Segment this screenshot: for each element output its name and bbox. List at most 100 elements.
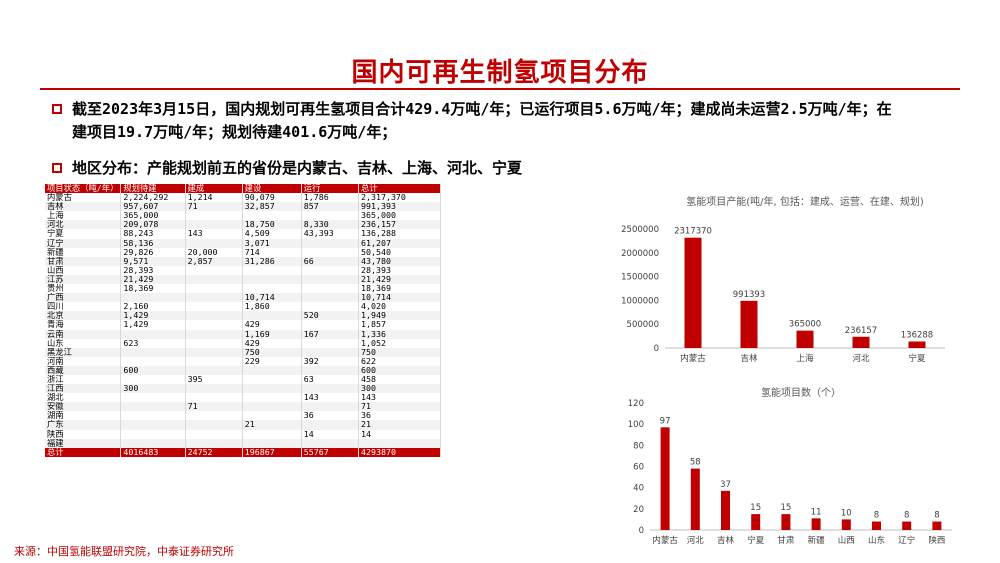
value-cell — [301, 347, 359, 357]
value-cell: 1,429 — [120, 320, 186, 330]
bar — [932, 521, 942, 530]
table-row: 江西 300 300 — [45, 384, 442, 394]
bar-value-label: 15 — [780, 503, 791, 513]
value-cell: 520 — [301, 311, 359, 321]
value-cell: 2,160 — [120, 302, 186, 312]
value-cell — [185, 384, 243, 394]
value-cell — [185, 429, 243, 439]
table-header-cell: 总计 — [358, 184, 442, 194]
province-cell: 吉林 — [45, 202, 122, 212]
value-cell: 458 — [358, 374, 442, 385]
project-count-chart: 氢能项目数（个） 0 20 40 60 80 100 120 97 内蒙古 58 河北 37 吉林 15 宁夏… — [628, 386, 952, 546]
y-tick-label: 2000000 — [621, 249, 659, 259]
bar-value-label: 97 — [660, 416, 671, 426]
bar-value-label: 2317370 — [674, 227, 712, 237]
value-cell: 88,243 — [120, 229, 186, 239]
province-cell: 上海 — [45, 211, 122, 221]
total-cell: 196867 — [242, 447, 302, 457]
province-cell: 江西 — [45, 384, 122, 394]
table-row: 福建 — [45, 438, 442, 448]
value-cell: 18,750 — [242, 220, 302, 230]
value-cell — [242, 211, 302, 221]
table-row: 北京 1,429 520 1,949 — [45, 311, 442, 321]
value-cell — [301, 384, 359, 394]
value-cell: 18,369 — [358, 284, 442, 294]
value-cell: 600 — [358, 365, 442, 375]
value-cell: 29,826 — [120, 247, 186, 257]
value-cell — [120, 374, 186, 385]
value-cell — [185, 293, 243, 303]
province-cell: 新疆 — [45, 247, 122, 257]
value-cell — [120, 402, 186, 412]
table-row: 湖南 36 36 — [45, 411, 442, 421]
province-table: 项目状态（吨/年） 规划待建 建成 建设 运行 总计 内蒙古 2,224,292 1,214 9… — [45, 184, 442, 457]
y-tick-label: 500000 — [627, 320, 659, 330]
table-header-row: 项目状态（吨/年） 规划待建 建成 建设 运行 总计 — [45, 184, 442, 194]
value-cell: 58,136 — [120, 238, 186, 248]
bar — [902, 521, 912, 530]
value-cell — [120, 438, 186, 448]
table-header-cell: 规划待建 — [120, 184, 186, 194]
bar — [690, 468, 700, 530]
value-cell: 71 — [185, 202, 243, 212]
table-row: 河北 209,078 18,750 8,330 236,157 — [45, 220, 442, 230]
value-cell: 14 — [358, 429, 442, 439]
chart-title: 氢能项目数（个） — [761, 386, 841, 399]
value-cell — [185, 220, 243, 230]
value-cell — [185, 347, 243, 357]
value-cell: 50,540 — [358, 247, 442, 257]
value-cell: 36 — [358, 411, 442, 421]
value-cell — [242, 393, 302, 403]
value-cell — [242, 402, 302, 412]
y-tick-label: 1000000 — [621, 296, 659, 306]
bar-value-label: 11 — [811, 507, 822, 517]
bullet-region-text: 地区分布：产能规划前五的省份是内蒙古、吉林、上海、河北、宁夏 — [72, 159, 523, 177]
value-cell — [242, 429, 302, 439]
x-tick-label: 辽宁 — [898, 535, 915, 546]
value-cell: 365,000 — [120, 211, 186, 221]
value-cell — [301, 338, 359, 348]
source-note: 来源：中国氢能联盟研究院，中泰证券研究所 — [14, 545, 234, 558]
value-cell: 2,857 — [185, 256, 243, 266]
bar-value-label: 365000 — [789, 320, 821, 330]
value-cell — [185, 265, 243, 275]
value-cell — [301, 265, 359, 275]
bar — [796, 330, 814, 348]
y-tick-label: 2500000 — [621, 225, 659, 235]
value-cell: 300 — [358, 384, 442, 394]
table-row: 江苏 21,429 21,429 — [45, 274, 442, 285]
value-cell: 63 — [301, 374, 359, 385]
province-cell: 江苏 — [45, 274, 122, 285]
value-cell: 21 — [242, 420, 302, 430]
value-cell: 392 — [301, 356, 359, 366]
y-tick-label: 40 — [633, 484, 644, 494]
value-cell — [120, 347, 186, 357]
bar — [811, 518, 821, 530]
province-cell: 湖南 — [45, 411, 122, 421]
value-cell: 2,224,292 — [120, 193, 186, 203]
value-cell: 3,071 — [242, 238, 302, 248]
value-cell: 18,369 — [120, 284, 186, 294]
bullet-summary-line1: 截至2023年3月15日，国内规划可再生氢项目合计429.4万吨/年；已运行项目… — [72, 100, 892, 118]
table-row: 云南 1,169 167 1,336 — [45, 329, 442, 339]
x-tick-label: 陕西 — [928, 535, 945, 546]
table-row: 西藏 600 600 — [45, 365, 442, 375]
value-cell — [120, 411, 186, 421]
x-tick-label: 宁夏 — [747, 535, 765, 546]
value-cell: 43,393 — [301, 229, 359, 239]
table-row: 青海 1,429 429 1,857 — [45, 320, 442, 330]
value-cell — [358, 438, 442, 448]
value-cell — [301, 247, 359, 257]
value-cell — [301, 438, 359, 448]
total-cell: 4016483 — [120, 447, 186, 457]
value-cell: 1,860 — [242, 302, 302, 312]
value-cell — [301, 274, 359, 285]
value-cell — [242, 274, 302, 285]
value-cell: 429 — [242, 338, 302, 348]
province-cell: 陕西 — [45, 429, 122, 439]
bar-value-label: 136288 — [901, 331, 933, 341]
value-cell — [185, 365, 243, 375]
value-cell — [120, 293, 186, 303]
value-cell — [301, 211, 359, 221]
x-tick-label: 河北 — [687, 535, 705, 546]
